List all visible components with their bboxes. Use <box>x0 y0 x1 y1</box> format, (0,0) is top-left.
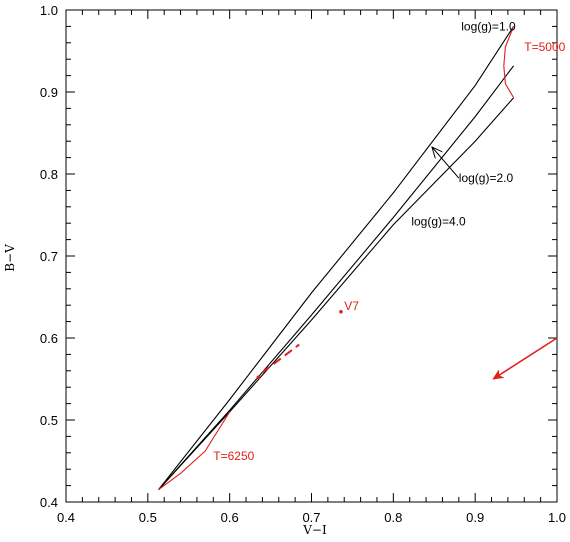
data-point-v7 <box>339 309 343 314</box>
series-line-t-6250 <box>158 411 231 491</box>
series-layer <box>158 26 515 491</box>
x-tick-label: 1.0 <box>548 510 566 525</box>
x-tick-label: 0.4 <box>57 510 75 525</box>
annotation-log-g-1-0: log(g)=1.0 <box>461 20 516 34</box>
data-point <box>256 375 261 380</box>
y-tick-label: 0.6 <box>40 331 58 346</box>
annotation-log-g-4-0: log(g)=4.0 <box>411 215 466 229</box>
x-axis-ticks: 0.4 0.5 0.6 0.7 0.8 0.9 1.0 <box>57 10 566 525</box>
plot-frame <box>65 9 558 503</box>
x-tick-label: 0.9 <box>466 510 484 525</box>
y-tick-label: 0.8 <box>40 167 58 182</box>
series-line-log-g-1-0 <box>158 26 515 491</box>
y-tick-label: 0.4 <box>40 495 58 510</box>
y-tick-label: 0.7 <box>40 249 58 264</box>
log-g-pointer-arrow <box>433 148 460 179</box>
x-tick-label: 0.6 <box>221 510 239 525</box>
series-line-t-5000 <box>503 26 515 98</box>
x-tick-label: 0.8 <box>384 510 402 525</box>
annotation-t-6250: T=6250 <box>213 449 254 463</box>
y-tick-label: 0.9 <box>40 85 58 100</box>
x-tick-label: 0.7 <box>302 510 320 525</box>
red-dashed-segment <box>261 343 300 374</box>
reddening-vector-arrow <box>492 337 558 380</box>
y-tick-label: 1.0 <box>40 3 58 18</box>
y-axis-ticks: 0.4 0.5 0.6 0.7 0.8 0.9 1.0 <box>40 3 557 510</box>
annotation-v7: V7 <box>344 299 359 313</box>
plot-border <box>65 9 558 503</box>
x-tick-label: 0.5 <box>139 510 157 525</box>
y-axis-label: B−V <box>3 244 17 272</box>
annotation-log-g-2-0: log(g)=2.0 <box>459 171 514 185</box>
series-line-log-g-4-0 <box>158 97 515 491</box>
marks-layer <box>256 148 558 380</box>
annotation-t-5000: T=5000 <box>524 40 565 54</box>
series-line-log-g-2-0 <box>158 65 515 491</box>
x-axis-label: V−I <box>302 523 327 537</box>
y-tick-label: 0.5 <box>40 413 58 428</box>
annotation-layer: log(g)=1.0 T=5000 log(g)=2.0 log(g)=4.0 V7 T=… <box>213 20 565 464</box>
